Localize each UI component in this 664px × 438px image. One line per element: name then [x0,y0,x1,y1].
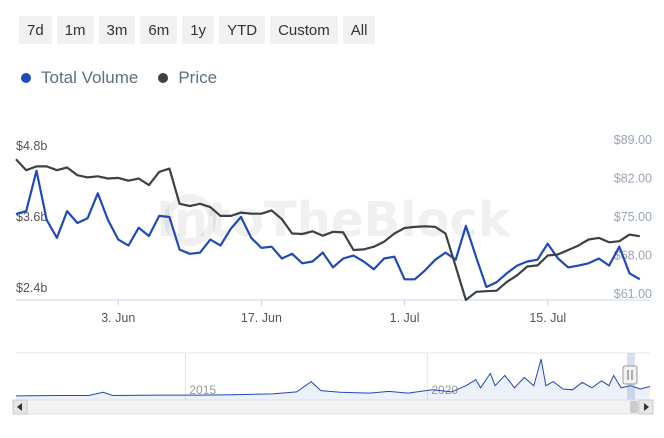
navigator-series-line [15,358,651,397]
y-left-tick-label: $2.4b [16,281,47,295]
scrollbar-thumb[interactable] [630,401,638,413]
x-tick-label: 17. Jun [241,311,282,325]
watermark-logo [164,194,216,246]
range-button-all[interactable]: All [342,16,376,44]
series-line-price [15,158,640,302]
y-right-tick-label: $89.00 [614,133,652,147]
legend-label-volume: Total Volume [41,68,139,87]
legend-marker-volume [21,73,31,83]
x-tick-label: 3. Jun [101,311,135,325]
y-right-tick-label: $75.00 [614,210,652,224]
x-tick-label: 1. Jul [390,311,420,325]
legend-item-volume[interactable]: Total Volume [21,68,138,88]
y-left-tick-label: $4.8b [16,139,47,153]
range-button-7d[interactable]: 7d [19,16,52,44]
arrow-right-icon [644,403,649,411]
navigator-x-label: 2020 [431,383,458,397]
arrow-left-icon [17,403,22,411]
x-tick-label: 15. Jul [529,311,566,325]
range-button-6m[interactable]: 6m [140,16,178,44]
legend-item-price[interactable]: Price [158,68,217,88]
y-right-tick-label: $68.00 [614,248,652,262]
range-button-3m[interactable]: 3m [98,16,136,44]
range-button-1m[interactable]: 1m [56,16,94,44]
y-right-tick-label: $61.00 [614,287,652,301]
series-line-total-volume [15,169,641,289]
range-button-ytd[interactable]: YTD [219,16,266,44]
y-left-tick-label: $3.6b [16,210,47,224]
range-button-custom[interactable]: Custom [270,16,338,44]
watermark: IntoTheBlock [156,192,511,248]
navigator-x-label: 2015 [189,383,216,397]
navigator-area [16,359,650,400]
legend: Total Volume Price [21,68,217,88]
scrollbar-track[interactable] [12,399,654,415]
navigator-handle[interactable] [622,365,638,385]
legend-marker-price [158,73,169,83]
range-button-1y[interactable]: 1y [182,16,215,44]
range-selector: 7d 1m 3m 6m 1y YTD Custom All [19,16,376,44]
legend-label-price: Price [178,68,218,87]
y-right-tick-label: $82.00 [614,171,652,185]
